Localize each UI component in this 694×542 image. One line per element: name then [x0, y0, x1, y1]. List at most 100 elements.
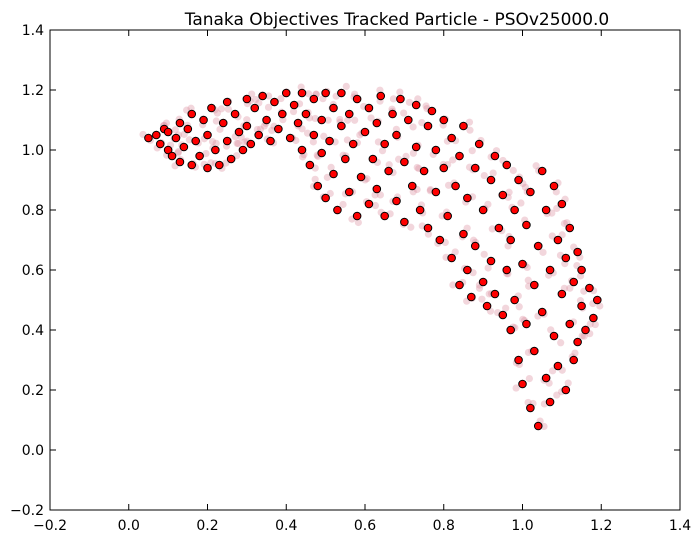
- faded-point: [422, 102, 430, 110]
- data-point: [510, 205, 519, 215]
- data-point: [518, 259, 527, 269]
- data-point: [498, 190, 508, 200]
- data-point: [581, 325, 590, 335]
- data-point: [313, 181, 323, 191]
- faded-point: [264, 103, 273, 111]
- data-point: [293, 118, 303, 128]
- faded-point: [344, 116, 352, 124]
- data-point: [490, 289, 500, 299]
- faded-point: [336, 115, 344, 124]
- data-point: [435, 235, 445, 245]
- data-point: [459, 121, 468, 131]
- axis-ticks: [49, 29, 681, 511]
- faded-point: [407, 223, 415, 231]
- data-point: [250, 103, 260, 113]
- faded-point: [311, 114, 319, 123]
- data-point: [230, 109, 240, 119]
- y-tick-labels: −0.2 0.0 0.2 0.4 0.6 0.8 1.0 1.2 1.4: [10, 23, 44, 519]
- faded-point: [268, 126, 276, 135]
- faded-point: [241, 138, 249, 146]
- data-point: [152, 130, 161, 140]
- data-point: [360, 127, 370, 137]
- faded-point: [586, 320, 594, 328]
- faded-point: [171, 126, 179, 134]
- faded-point: [378, 147, 387, 155]
- data-point: [278, 109, 287, 119]
- data-point: [274, 124, 283, 134]
- data-point: [309, 130, 319, 140]
- faded-point: [367, 114, 375, 122]
- data-point: [522, 319, 531, 329]
- data-point: [577, 301, 586, 311]
- faded-point: [311, 175, 319, 183]
- faded-point: [396, 88, 404, 96]
- faded-point: [354, 218, 362, 227]
- data-point: [533, 241, 543, 251]
- faded-point: [502, 304, 510, 312]
- y-tick-label: 1.0: [22, 143, 44, 159]
- faded-point: [480, 171, 488, 180]
- y-tick-label: 0.6: [22, 263, 44, 279]
- data-point: [459, 229, 468, 239]
- faded-point: [553, 391, 561, 399]
- faded-point: [580, 332, 588, 340]
- data-point: [238, 145, 248, 155]
- data-point: [463, 265, 472, 275]
- data-point: [258, 91, 267, 101]
- data-point: [352, 94, 362, 104]
- data-point: [474, 139, 484, 149]
- data-point: [530, 346, 539, 356]
- faded-point: [509, 166, 517, 175]
- data-point: [482, 301, 492, 311]
- y-tick-label: 1.4: [22, 23, 44, 39]
- faded-point: [409, 149, 417, 157]
- faded-point: [548, 232, 556, 240]
- data-point: [337, 121, 346, 131]
- data-point: [352, 211, 362, 221]
- faded-point: [512, 384, 520, 392]
- faded-point: [444, 181, 453, 189]
- data-point: [533, 421, 543, 431]
- data-point: [447, 133, 456, 143]
- data-point: [226, 154, 236, 164]
- faded-point: [413, 163, 421, 172]
- faded-point: [343, 136, 351, 144]
- data-point: [183, 124, 193, 134]
- data-point: [455, 280, 464, 290]
- data-point: [175, 118, 185, 128]
- faded-point: [202, 149, 210, 158]
- faded-point: [465, 118, 474, 126]
- faded-point: [185, 136, 193, 144]
- data-point: [317, 115, 326, 125]
- data-point: [246, 139, 256, 149]
- faded-point: [305, 90, 313, 98]
- faded-point: [463, 224, 471, 232]
- x-tick-labels: −0.2 0.0 0.2 0.4 0.6 0.8 1.0 1.2 1.4: [33, 518, 691, 534]
- data-point: [431, 187, 441, 197]
- faded-point: [566, 284, 574, 292]
- faded-point: [478, 295, 486, 303]
- data-point: [478, 277, 488, 287]
- data-point: [163, 127, 173, 137]
- faded-point: [212, 117, 220, 125]
- data-point: [514, 355, 523, 365]
- data-point: [451, 181, 460, 191]
- faded-point: [468, 147, 476, 155]
- data-point: [573, 337, 582, 347]
- data-point: [187, 109, 197, 119]
- faded-point: [405, 98, 414, 106]
- data-point: [372, 118, 382, 128]
- data-point: [585, 283, 594, 293]
- data-point: [388, 109, 397, 119]
- data-point: [470, 163, 480, 173]
- x-tick-label: 1.0: [511, 518, 533, 534]
- data-point: [419, 166, 429, 176]
- data-point: [329, 169, 338, 179]
- faded-point: [299, 153, 307, 161]
- data-point: [380, 139, 389, 149]
- data-point: [242, 94, 252, 104]
- data-point: [191, 136, 200, 146]
- data-point: [530, 280, 539, 290]
- data-point: [553, 235, 563, 245]
- faded-point: [466, 126, 474, 134]
